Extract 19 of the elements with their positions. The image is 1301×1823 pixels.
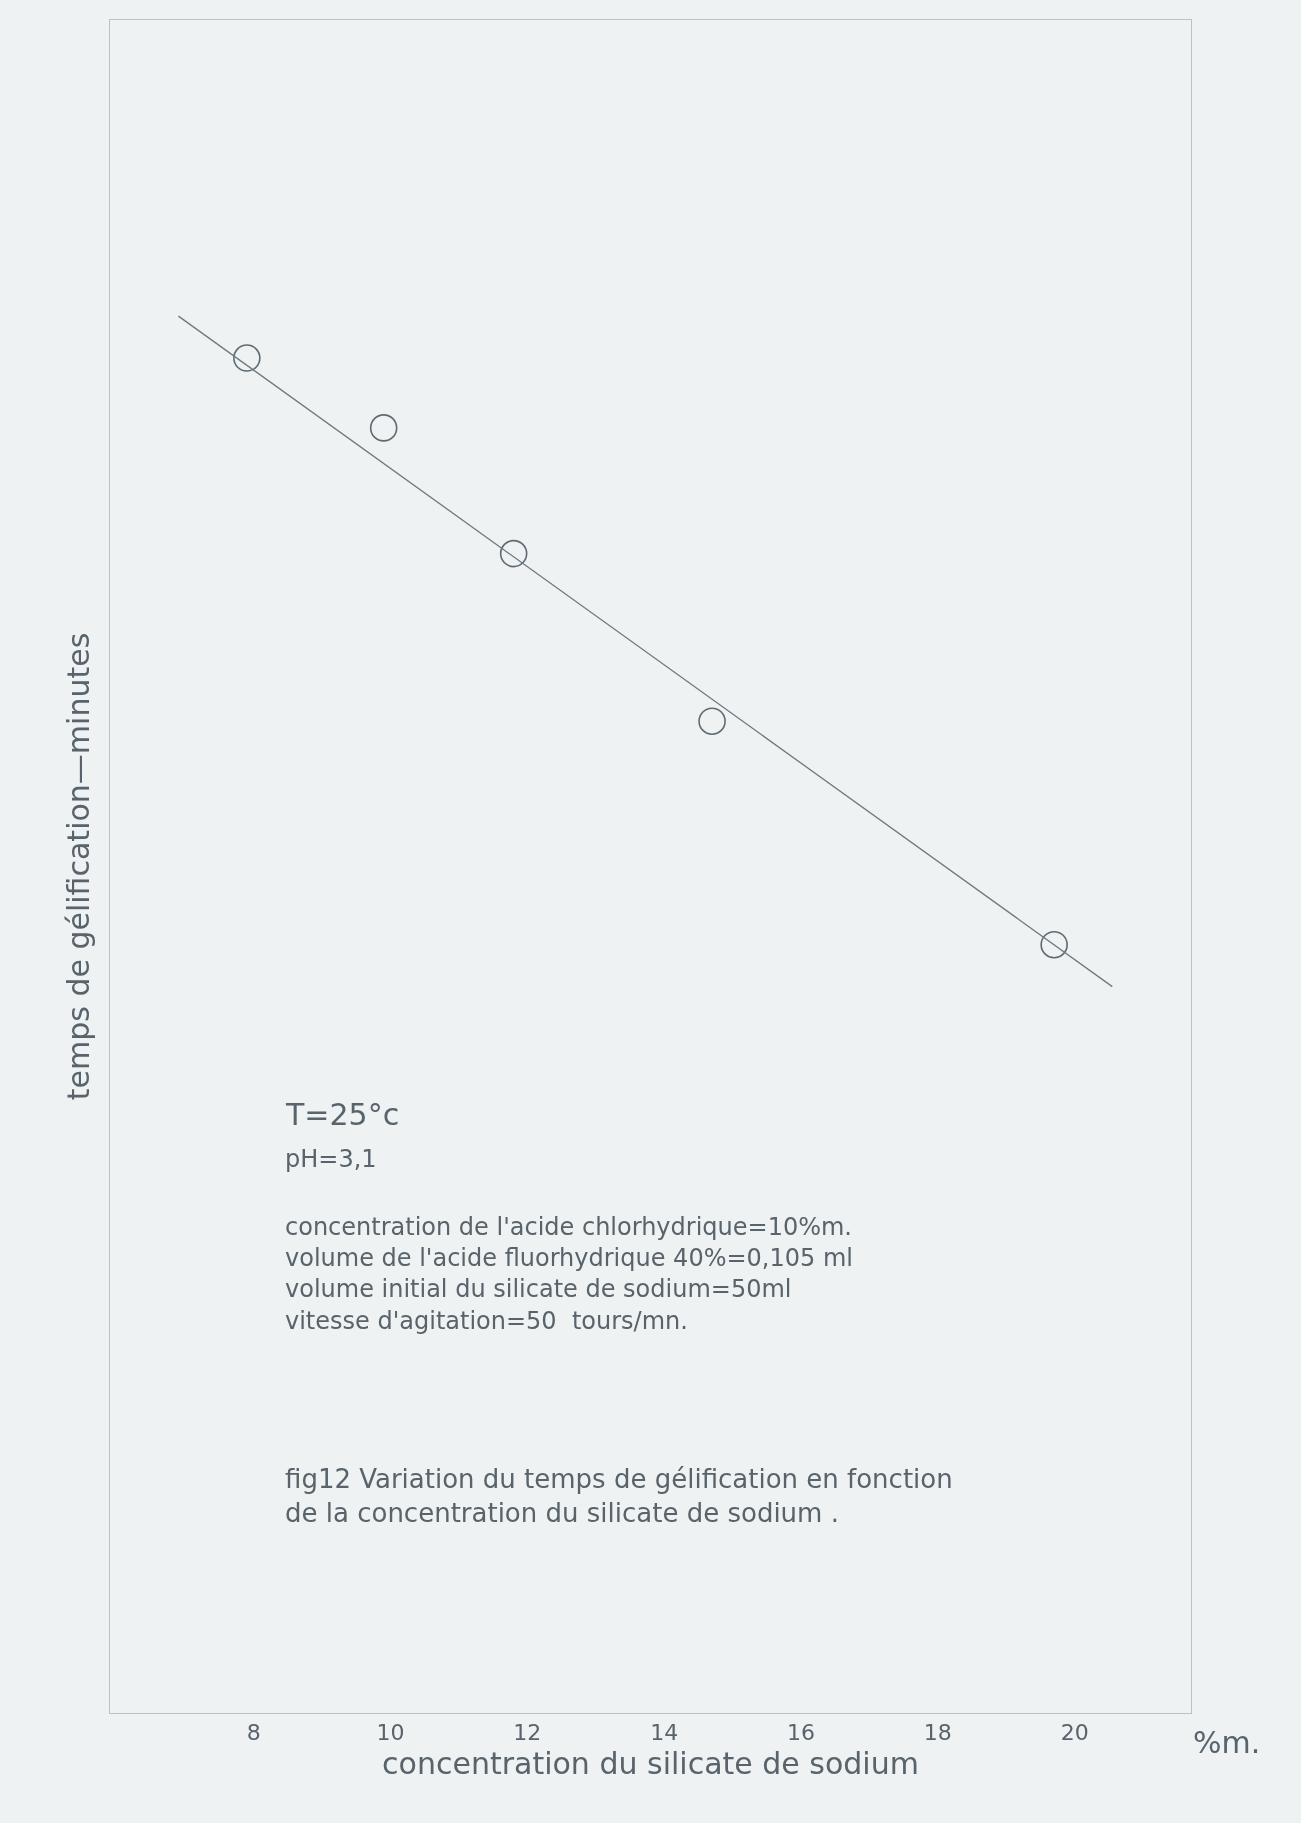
x-tick-label: 10 — [376, 1720, 405, 1746]
y-axis-title: temps de gélification—minutes — [61, 632, 96, 1101]
point — [369, 414, 398, 442]
x-tick-label: 18 — [923, 1720, 952, 1746]
x-tick-label: 16 — [787, 1720, 816, 1746]
annotation: concentration de l'acide chlorhydrique=10%m. volume de l'acide fluorhydrique 40%=0,105 ml volume initial du silicate de sodium=50ml vitesse d'agitation=50 tours/mn. — [285, 1213, 853, 1335]
x-axis-title: concentration du silicate de sodium — [382, 1745, 919, 1781]
x-tick-label: 12 — [513, 1720, 542, 1746]
text: %m. — [1193, 1725, 1261, 1760]
x-tick-label: 14 — [650, 1720, 679, 1746]
annotation: T=25°c — [285, 1097, 400, 1132]
point — [233, 344, 261, 372]
annotation: fig12 Variation du temps de gélification en fonction de la concentration du silicate de sodium . — [285, 1464, 953, 1528]
point — [1040, 930, 1068, 959]
point — [499, 539, 528, 568]
x-tick-label: 8 — [246, 1720, 261, 1746]
annotation: pH=3,1 — [285, 1145, 377, 1173]
x-tick-label: 20 — [1060, 1720, 1089, 1746]
point — [698, 707, 726, 736]
